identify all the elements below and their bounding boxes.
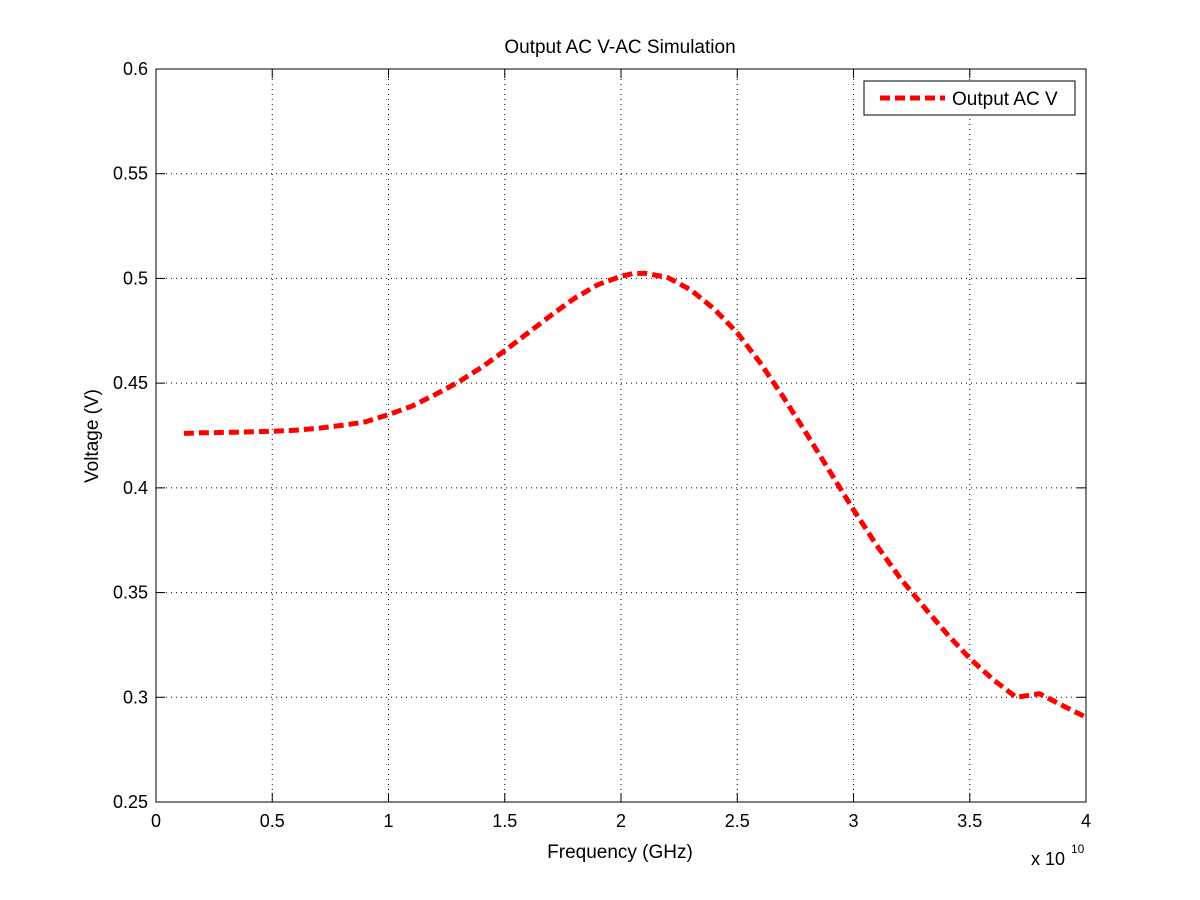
chart-title: Output AC V-AC Simulation	[504, 37, 735, 58]
y-tick-label: 0.25	[113, 792, 148, 812]
x-axis-multiplier-base: x 10	[1031, 849, 1065, 869]
series-layer	[183, 270, 1088, 720]
y-tick-label: 0.35	[113, 583, 148, 603]
x-axis-multiplier-exponent: 10	[1071, 842, 1085, 856]
x-tick-label: 0	[151, 811, 161, 831]
legend-label: Output AC V	[952, 89, 1058, 110]
x-tick-label: 2	[616, 811, 626, 831]
x-tick-label: 0.5	[260, 811, 285, 831]
y-tick-label: 0.5	[123, 268, 148, 288]
x-tick-label: 2.5	[725, 811, 750, 831]
y-tick-label: 0.4	[123, 478, 148, 498]
x-tick-label: 3.5	[957, 811, 982, 831]
tick-labels: 0 0.5 1 1.5 2 2.5 3 3.5 4 0.25 0.3 0.35 0.4 0.45 0.5 0.…	[113, 59, 1091, 831]
y-axis-title: Voltage (V)	[82, 389, 103, 483]
axis-ticks	[155, 68, 1087, 803]
grid	[156, 69, 1086, 802]
y-tick-label: 0.6	[123, 59, 148, 79]
y-tick-label: 0.3	[123, 687, 148, 707]
x-tick-label: 1	[383, 811, 393, 831]
y-tick-label: 0.45	[113, 373, 148, 393]
x-tick-label: 4	[1081, 811, 1091, 831]
y-tick-label: 0.55	[113, 164, 148, 184]
series-line	[183, 270, 1088, 720]
x-axis-multiplier: x 10 10	[1031, 842, 1085, 869]
x-axis-title: Frequency (GHz)	[547, 842, 693, 863]
plot-area-frame	[155, 68, 1087, 803]
x-tick-label: 1.5	[492, 811, 517, 831]
x-tick-label: 3	[848, 811, 858, 831]
legend: Output AC V	[863, 80, 1076, 116]
